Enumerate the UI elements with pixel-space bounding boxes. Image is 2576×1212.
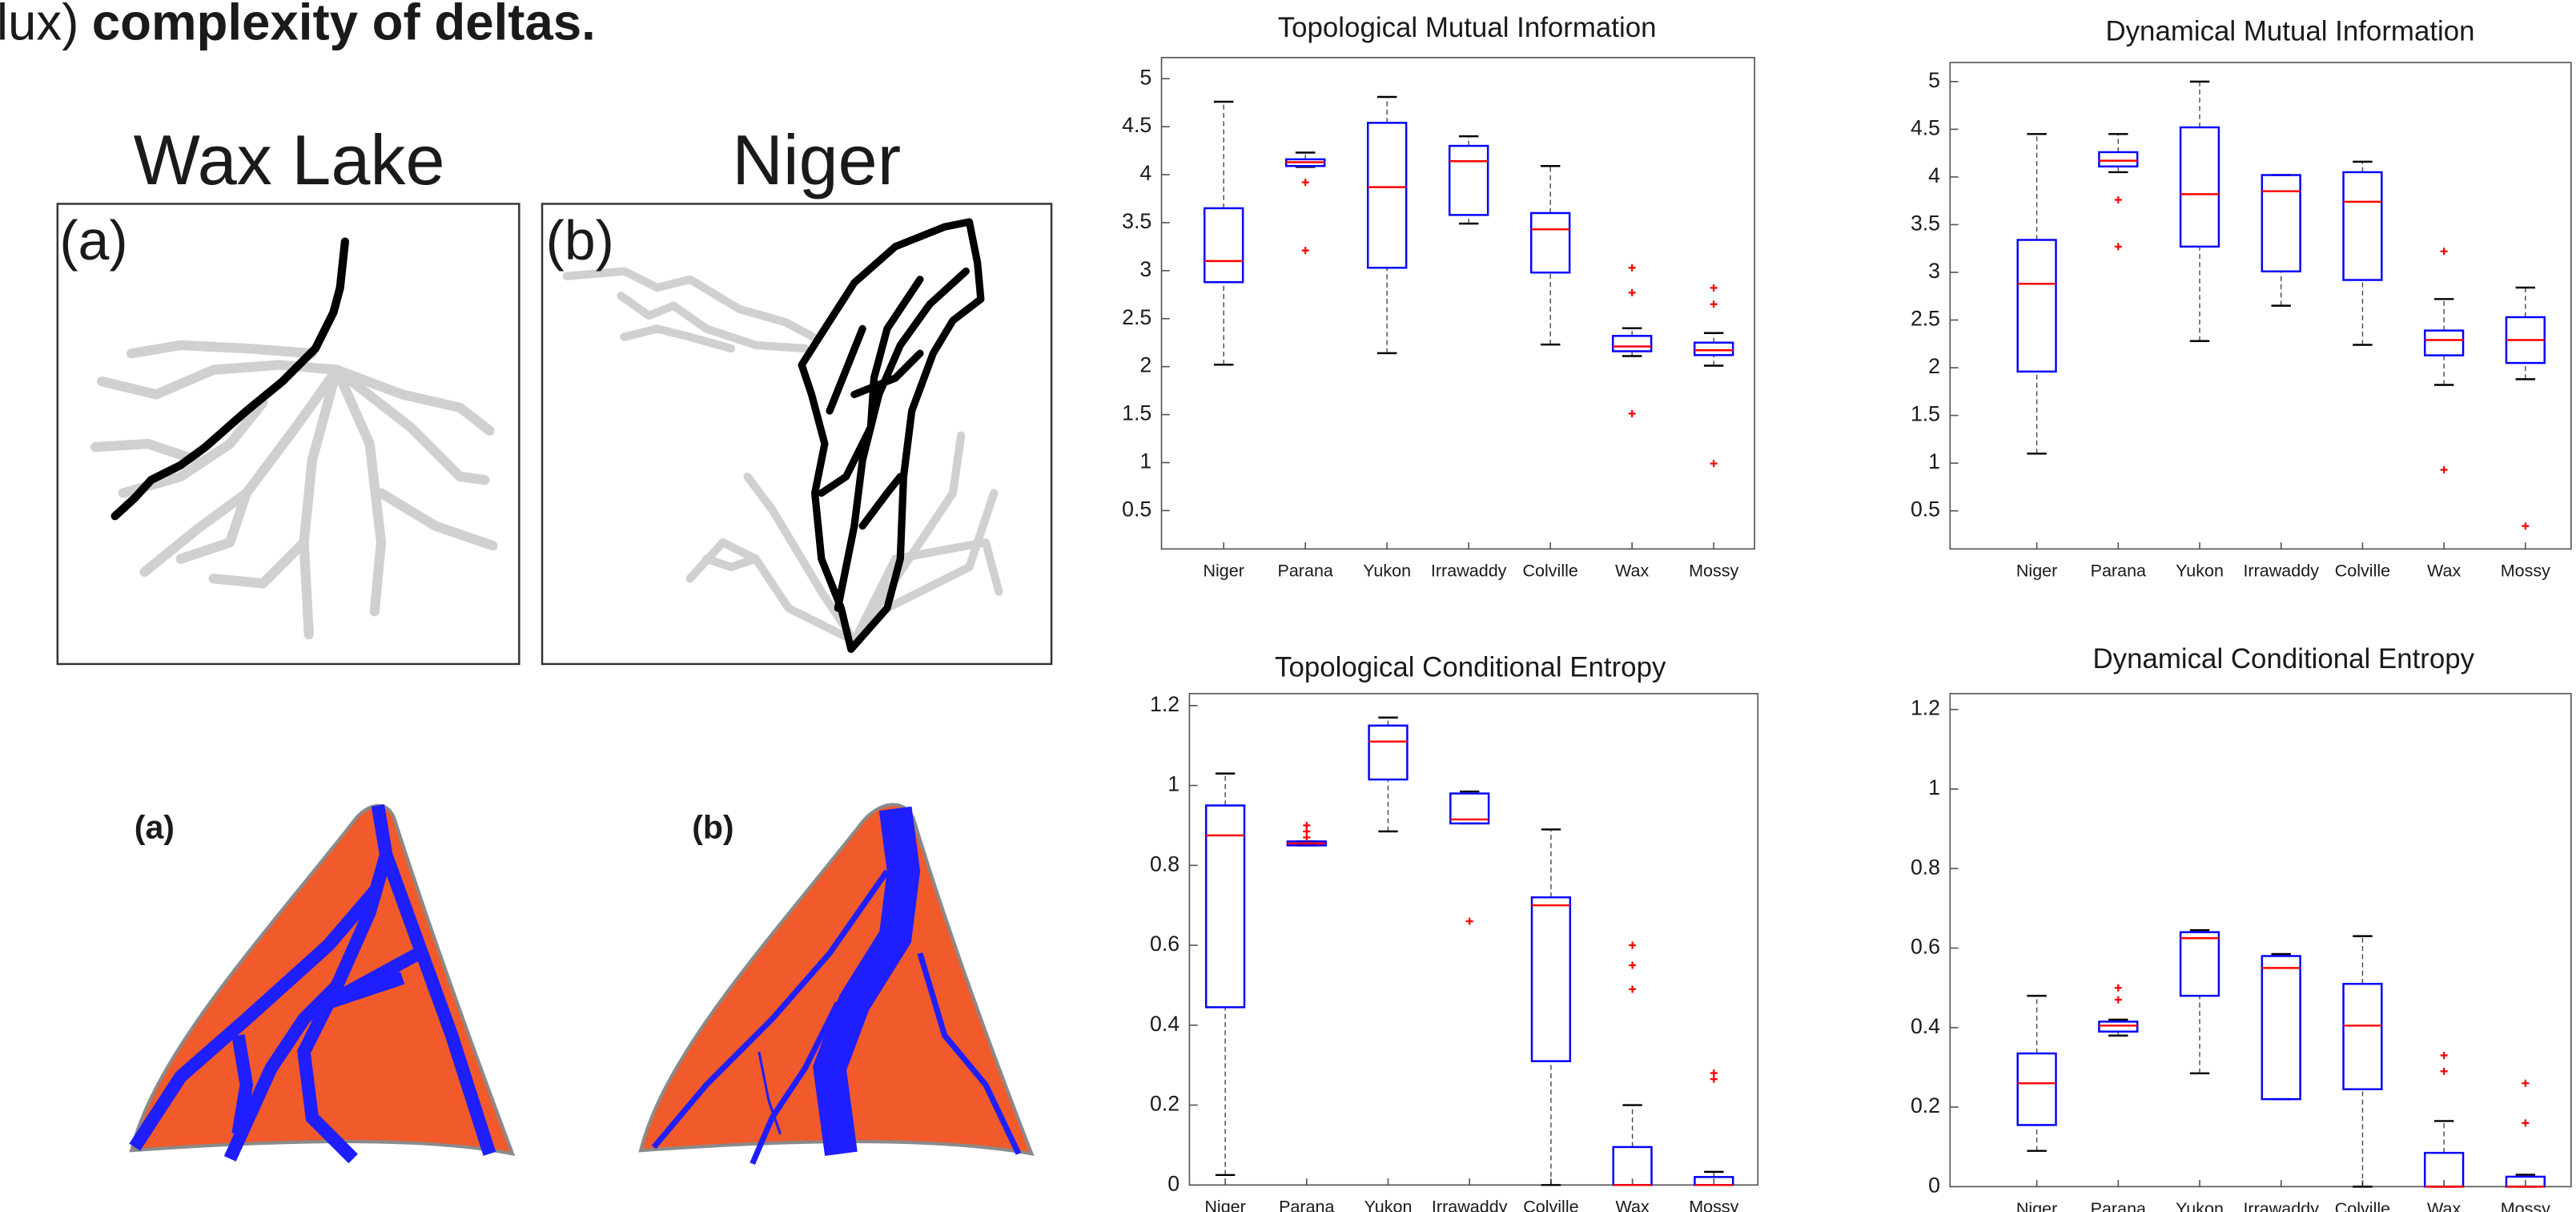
y-tick-label: 0.5 xyxy=(1122,497,1151,521)
y-tick-label: 1.2 xyxy=(1911,696,1940,720)
x-tick-label: Mossy xyxy=(2501,562,2550,581)
box-chart: Topological Conditional Entropy 0 0.2 0.4 0.… xyxy=(1150,651,1758,1212)
delta-body xyxy=(131,806,512,1154)
y-tick-label: 2.5 xyxy=(1122,305,1151,329)
box-chart: Dynamical Conditional Entropy 0 0.2 0.4 0.6 0… xyxy=(1911,643,2571,1212)
y-tick-label: 1 xyxy=(1139,449,1151,473)
box-chart: Dynamical Mutual Information 0.5 1 1.5 2 2.5 3… xyxy=(1911,15,2571,580)
x-tick-label: Wax xyxy=(2427,562,2461,581)
panel-title: Niger xyxy=(732,120,901,199)
x-tick-label: Irrawaddy xyxy=(2243,562,2319,581)
y-tick-label: 0 xyxy=(1928,1173,1940,1197)
y-tick-label: 4.5 xyxy=(1122,113,1151,137)
x-tick-label: Irrawaddy xyxy=(2243,1199,2319,1212)
header-bold: complexity of deltas. xyxy=(92,0,596,50)
y-tick-label: 0.6 xyxy=(1911,935,1940,959)
x-tick-label: Colville xyxy=(2335,1199,2390,1212)
y-tick-label: 0.6 xyxy=(1150,932,1179,956)
y-tick-label: 0.8 xyxy=(1911,855,1940,879)
y-tick-label: 0.4 xyxy=(1150,1012,1179,1036)
chart-title: Dynamical Conditional Entropy xyxy=(2092,643,2474,674)
x-tick-label: Parana xyxy=(2091,562,2146,581)
x-tick-label: Parana xyxy=(1277,562,1332,581)
plot-frame xyxy=(1162,58,1755,549)
y-tick-label: 5 xyxy=(1928,68,1940,92)
panel-b: (b) xyxy=(542,203,1051,663)
slide-header: lux) complexity of deltas. xyxy=(0,0,596,50)
panel-label: (b) xyxy=(546,209,614,272)
x-tick-label: Wax xyxy=(1615,562,1649,581)
y-tick-label: 3 xyxy=(1928,259,1940,283)
y-tick-label: 1.5 xyxy=(1911,402,1940,426)
y-tick-label: 1 xyxy=(1928,775,1940,799)
x-tick-label: Mossy xyxy=(1689,1198,1738,1212)
y-tick-label: 4 xyxy=(1928,163,1940,187)
x-tick-label: Niger xyxy=(1204,1198,1245,1212)
y-tick-label: 0.4 xyxy=(1911,1014,1940,1038)
delta-a xyxy=(131,805,512,1158)
x-tick-label: Colville xyxy=(1522,562,1577,581)
x-tick-label: Niger xyxy=(2016,562,2057,581)
x-tick-label: Yukon xyxy=(2176,1199,2224,1212)
y-tick-label: 1.5 xyxy=(1122,401,1151,425)
chart-title: Dynamical Mutual Information xyxy=(2105,15,2474,46)
y-tick-label: 0.5 xyxy=(1911,497,1940,521)
y-tick-label: 3 xyxy=(1139,257,1151,281)
plot-frame xyxy=(1189,694,1758,1185)
y-tick-label: 4.5 xyxy=(1911,115,1940,139)
delta-b xyxy=(641,804,1031,1163)
x-tick-label: Parana xyxy=(1279,1198,1334,1212)
y-tick-label: 4 xyxy=(1139,161,1151,185)
x-tick-label: Irrawaddy xyxy=(1432,1198,1508,1212)
page: {"slide": { "header": {"lead": "lux)", "… xyxy=(0,0,2576,1212)
x-tick-label: Yukon xyxy=(1363,562,1411,581)
x-tick-label: Yukon xyxy=(1364,1198,1413,1212)
y-tick-label: 0 xyxy=(1167,1171,1179,1195)
panel-label: (a) xyxy=(135,808,175,845)
y-tick-label: 2 xyxy=(1928,354,1940,378)
y-tick-label: 1 xyxy=(1928,449,1940,473)
x-tick-label: Wax xyxy=(2427,1199,2461,1212)
slide: lux) complexity of deltas. Wax Lake Niger… xyxy=(0,0,2576,1212)
plot-frame xyxy=(1950,694,2571,1186)
y-tick-label: 0.8 xyxy=(1150,852,1179,876)
plot-frame xyxy=(1950,62,2571,549)
panel-label: (b) xyxy=(692,808,733,845)
panel-a: (a) xyxy=(58,203,520,663)
y-tick-label: 1.2 xyxy=(1150,692,1179,716)
y-tick-label: 3.5 xyxy=(1122,209,1151,233)
y-tick-label: 1 xyxy=(1167,772,1179,796)
y-tick-label: 3.5 xyxy=(1911,211,1940,235)
panel-label: (a) xyxy=(59,209,127,272)
x-tick-label: Yukon xyxy=(2176,562,2224,581)
y-tick-label: 2 xyxy=(1139,353,1151,377)
x-tick-label: Wax xyxy=(1615,1198,1649,1212)
y-tick-label: 2.5 xyxy=(1911,307,1940,331)
y-tick-label: 5 xyxy=(1139,65,1151,89)
x-tick-label: Mossy xyxy=(1689,562,1738,581)
x-tick-label: Colville xyxy=(1523,1198,1578,1212)
y-tick-label: 0.2 xyxy=(1911,1093,1940,1117)
panel-title: Wax Lake xyxy=(134,120,445,199)
y-tick-label: 0.2 xyxy=(1150,1092,1179,1116)
header-lead: lux) xyxy=(0,0,78,50)
x-tick-label: Irrawaddy xyxy=(1431,562,1507,581)
box-chart: Topological Mutual Information 0.5 1 1.5 2 2.… xyxy=(1122,12,1754,581)
chart-title: Topological Mutual Information xyxy=(1278,12,1657,43)
charts: Topological Mutual Information 0.5 1 1.5 2 2.… xyxy=(1122,12,2571,1212)
x-tick-label: Parana xyxy=(2091,1199,2146,1212)
x-tick-label: Niger xyxy=(2016,1199,2057,1212)
x-tick-label: Mossy xyxy=(2501,1199,2550,1212)
x-tick-label: Colville xyxy=(2335,562,2390,581)
x-tick-label: Niger xyxy=(1203,562,1244,581)
chart-title: Topological Conditional Entropy xyxy=(1275,651,1666,683)
